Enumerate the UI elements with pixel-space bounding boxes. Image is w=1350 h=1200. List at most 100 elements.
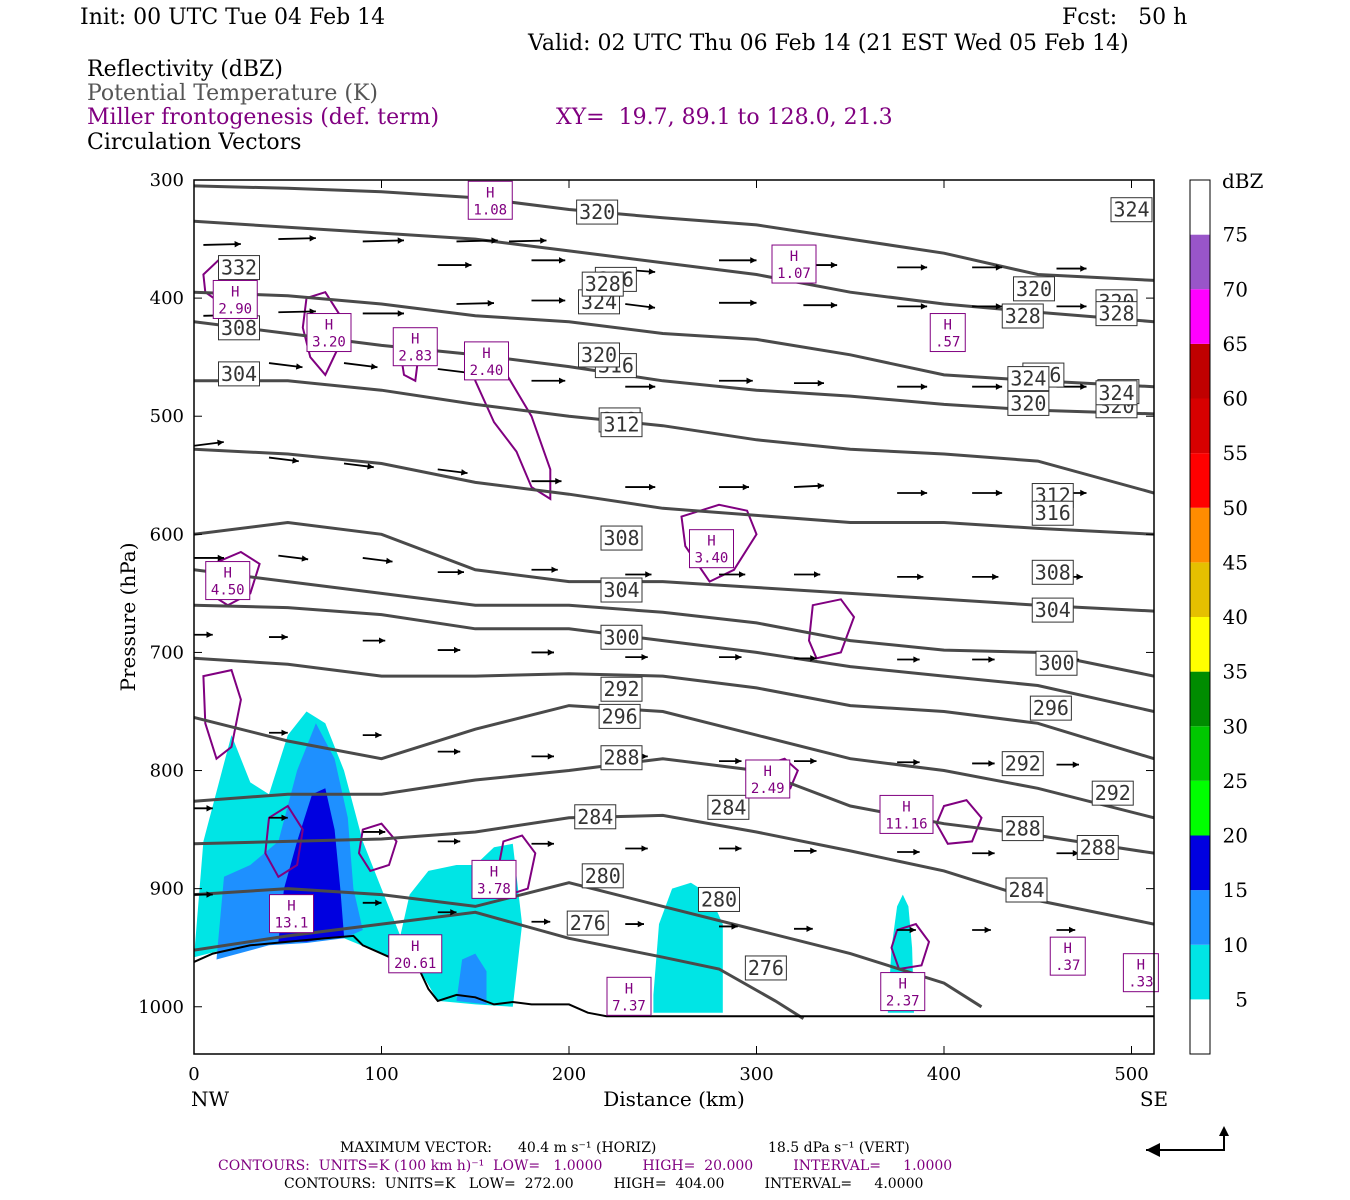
- max-vector-vert: 18.5 dPa s⁻¹ (VERT): [768, 1140, 910, 1156]
- vector-arrowhead: [217, 554, 224, 562]
- theta-label-box: [744, 955, 787, 981]
- vector-arrowhead: [450, 909, 457, 916]
- miller-contour: [264, 804, 304, 879]
- colorbar-segment: [1190, 562, 1210, 617]
- vector-arrowhead: [491, 237, 498, 244]
- circulation-vector: [278, 310, 316, 314]
- vector-arrowhead: [460, 469, 468, 476]
- vector-arrowhead: [551, 566, 558, 573]
- endpoint-left: NW: [191, 1087, 230, 1111]
- field-vectors: Circulation Vectors: [87, 130, 302, 155]
- circulation-vector: [278, 237, 316, 240]
- vector-arrowhead: [641, 653, 648, 661]
- theta-contour: [194, 757, 1154, 855]
- miller-high-value: 11.16: [885, 816, 927, 832]
- vector-arrowhead: [637, 920, 644, 928]
- vector-arrowhead: [559, 257, 566, 264]
- theta-label-box: [578, 342, 620, 368]
- vector-arrowhead: [206, 805, 213, 812]
- theta-contour: [194, 910, 805, 1020]
- miller-high-value: .33: [1128, 975, 1153, 991]
- vector-arrowhead: [810, 757, 817, 765]
- terrain-line: [193, 934, 1154, 1018]
- theta-contour: [194, 704, 1154, 820]
- vector-arrowhead: [648, 268, 656, 275]
- vector-arrowhead: [379, 828, 386, 836]
- y-tick-label: 600: [150, 524, 184, 545]
- vector-arrowhead: [920, 383, 928, 390]
- miller-high-marker: H: [287, 899, 295, 915]
- miller-high-value: 2.49: [751, 781, 785, 797]
- colorbar-frame: [1189, 179, 1211, 1055]
- reflectivity-area: [456, 953, 487, 1005]
- colorbar-label: 20: [1223, 824, 1248, 848]
- x-axis-label: Distance (km): [603, 1087, 745, 1111]
- x-tick-label: 200: [552, 1064, 586, 1085]
- miller-high-marker: H: [899, 977, 907, 993]
- miller-high-value: .57: [935, 335, 960, 351]
- vector-arrowhead: [1072, 850, 1079, 857]
- miller-high-value: 4.50: [211, 583, 245, 599]
- y-tick-label: 1000: [138, 997, 184, 1018]
- vector-arrowhead: [830, 302, 838, 309]
- vector-arrowhead: [397, 310, 404, 317]
- vector-arrowhead: [454, 838, 461, 845]
- miller-high-marker: H: [625, 981, 633, 997]
- theta-label-box: [1091, 780, 1134, 806]
- theta-label-box: [600, 624, 643, 650]
- miller-high-marker: H: [707, 534, 715, 550]
- theta-label-box: [1029, 695, 1072, 721]
- miller-high-marker: H: [482, 346, 490, 362]
- vector-arrowhead: [301, 555, 309, 562]
- theta-label-box: [218, 255, 260, 281]
- colorbar-label: 25: [1223, 769, 1248, 793]
- vector-arrowhead: [913, 759, 920, 766]
- vector-arrowhead: [379, 637, 386, 644]
- theta-label-box: [581, 863, 624, 889]
- vector-arrowhead: [746, 377, 753, 384]
- colorbar-title: dBZ: [1222, 169, 1264, 193]
- colorbar-label: 75: [1223, 223, 1248, 247]
- miller-high-box: [880, 972, 926, 1012]
- theta-label-box: [1110, 197, 1153, 223]
- vector-arrowhead: [913, 656, 920, 663]
- miller-high-value: 1.07: [777, 266, 811, 282]
- forecast-hour: Fcst: 50 h: [1062, 5, 1188, 30]
- miller-high-box: [464, 341, 509, 381]
- vector-arrowhead: [559, 297, 566, 304]
- miller-high-marker: H: [325, 318, 333, 334]
- theta-contour: [194, 379, 1154, 495]
- field-reflectivity: Reflectivity (dBZ): [87, 57, 283, 82]
- vector-arrowhead: [742, 483, 749, 491]
- theta-label-box: [1076, 834, 1119, 860]
- theta-label-box: [600, 676, 643, 702]
- miller-high-value: 20.61: [394, 956, 436, 972]
- vector-arrowhead: [555, 477, 562, 485]
- reflectivity-area: [653, 882, 723, 1013]
- theta-label-box: [1031, 559, 1074, 585]
- miller-high-value: 3.78: [477, 881, 511, 897]
- vector-arrowhead: [1072, 761, 1079, 768]
- theta-label: 320: [581, 343, 617, 367]
- colorbar-segment: [1190, 780, 1210, 836]
- theta-label: 304: [603, 578, 639, 602]
- vector-arrowhead: [913, 848, 920, 856]
- theta-contour: [194, 568, 1154, 678]
- miller-contour: [807, 598, 856, 660]
- colorbar-label: 15: [1223, 878, 1248, 902]
- max-vector-horiz: 40.4 m s⁻¹ (HORIZ): [518, 1140, 657, 1156]
- theta-label: 320: [1010, 391, 1046, 415]
- miller-high-value: 2.37: [886, 994, 920, 1010]
- theta-contours-layer: [194, 184, 1154, 1020]
- theta-label: 304: [1035, 598, 1071, 622]
- vector-arrowhead: [995, 489, 1003, 497]
- vector-arrowhead: [309, 235, 316, 242]
- vector-arrowhead: [454, 748, 461, 755]
- circulation-vector: [362, 239, 405, 243]
- vector-arrowhead: [830, 261, 838, 269]
- vector-arrowhead: [281, 729, 288, 736]
- y-tick-label: 500: [150, 406, 184, 427]
- vector-arrowhead: [645, 571, 652, 578]
- miller-high-box: [388, 934, 443, 974]
- theta-label-box: [1007, 390, 1050, 416]
